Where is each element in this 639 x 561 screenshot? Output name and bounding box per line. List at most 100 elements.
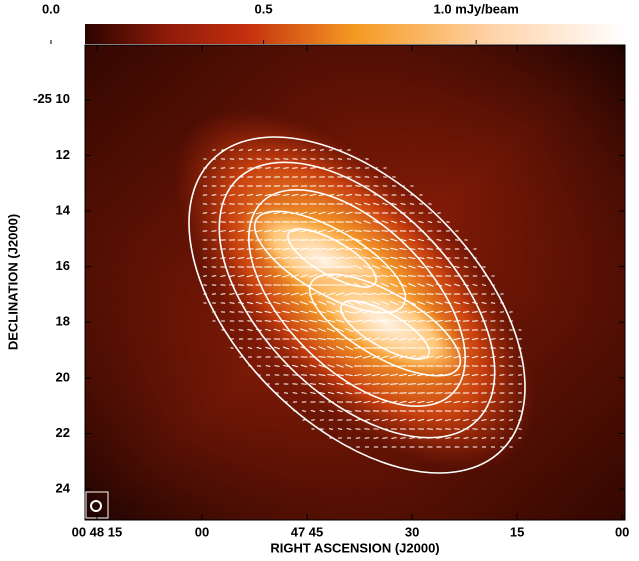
vector (282, 248, 290, 250)
vector (238, 167, 244, 169)
vector (389, 373, 399, 377)
vector (380, 355, 390, 359)
vector (399, 247, 407, 251)
contour (340, 300, 430, 360)
vector (445, 239, 451, 241)
vector (265, 346, 271, 350)
vector (220, 274, 226, 278)
vector (310, 391, 316, 395)
vector (426, 301, 434, 305)
vector (309, 364, 317, 368)
vector (490, 338, 496, 340)
vector (499, 374, 505, 376)
vector (444, 310, 452, 314)
vector (363, 202, 371, 206)
vector (328, 409, 334, 413)
vector (308, 319, 318, 323)
vector (381, 247, 389, 251)
vector (444, 418, 452, 422)
vector (229, 274, 235, 278)
vector (362, 329, 372, 331)
vector (291, 310, 299, 314)
vector (372, 373, 380, 377)
vector (308, 247, 318, 251)
vector (399, 418, 407, 422)
vector (373, 202, 379, 206)
vector (408, 283, 416, 287)
vector (426, 418, 434, 422)
vector (309, 338, 317, 340)
vector (463, 266, 469, 268)
colorbar-tick-label: 1.0 mJy/beam (434, 1, 519, 16)
vector (344, 256, 354, 260)
vector (335, 319, 345, 323)
vector (362, 256, 372, 260)
vector (310, 383, 316, 385)
vector (336, 391, 344, 395)
vector (300, 338, 308, 340)
vector (364, 418, 370, 422)
vector (255, 211, 263, 215)
vector (389, 337, 399, 341)
vector (481, 418, 487, 422)
vector (417, 275, 425, 277)
vector (317, 328, 327, 332)
vector (282, 274, 290, 278)
vector (346, 409, 352, 413)
vector (418, 238, 424, 242)
vector (291, 346, 299, 350)
vector (481, 338, 487, 340)
vector (211, 212, 217, 214)
vector (220, 230, 226, 232)
vector (246, 211, 254, 215)
vector (462, 301, 470, 305)
vector (247, 347, 253, 349)
vector (300, 328, 308, 332)
vector (417, 400, 425, 404)
vector (453, 400, 461, 404)
vector (229, 211, 235, 215)
vector (328, 428, 334, 430)
vector (300, 364, 308, 368)
y-tick-label: 22 (56, 425, 70, 440)
vector (264, 256, 272, 260)
colorbar (85, 24, 625, 44)
vector (282, 292, 290, 296)
vector (400, 220, 406, 224)
vector (444, 400, 452, 404)
vector (274, 346, 280, 350)
vector (398, 337, 408, 341)
vector (481, 374, 487, 376)
vector (237, 211, 245, 215)
vector (400, 203, 406, 205)
vector (490, 419, 496, 421)
vector (282, 193, 290, 197)
vector (318, 383, 326, 385)
vector (454, 283, 460, 287)
vector (408, 256, 416, 260)
vector (282, 319, 290, 323)
vector (353, 310, 363, 314)
vector (202, 212, 208, 214)
vector (499, 338, 505, 340)
vector (381, 230, 389, 232)
vector (462, 355, 470, 359)
vector (326, 319, 336, 323)
vector (300, 374, 308, 376)
vector (355, 185, 361, 187)
vector (247, 167, 253, 169)
vector (229, 167, 235, 169)
vector (309, 346, 317, 350)
x-tick-label: 00 (615, 524, 629, 539)
vector (319, 391, 325, 395)
vector (390, 256, 398, 260)
vector (317, 239, 327, 241)
vector (426, 383, 434, 385)
vector (326, 247, 336, 251)
vector (326, 337, 336, 341)
vector (462, 373, 470, 377)
vector (255, 320, 263, 322)
vector (283, 149, 289, 151)
vector (290, 274, 300, 278)
vector (426, 293, 434, 295)
